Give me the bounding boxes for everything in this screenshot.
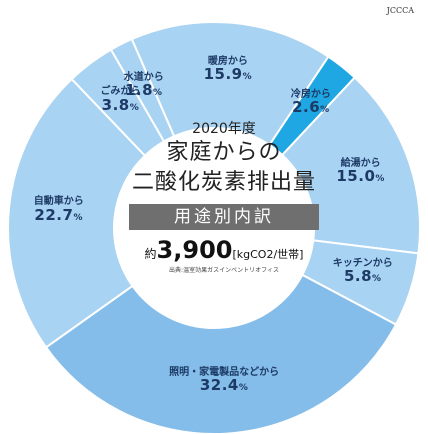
slice-value: 15.0% <box>336 167 385 186</box>
slice-unit: % <box>375 174 385 185</box>
center-text: 2020年度 家庭からの 二酸化炭素排出量 用途別内訳 約3,900[kgCO2… <box>106 118 342 274</box>
total-prefix: 約 <box>144 247 157 261</box>
slice-label-lighting-appliances: 照明・家電製品などから 32.4% <box>169 366 280 395</box>
slice-name: 冷房から <box>290 88 331 100</box>
source-note: 出典:温室効果ガスインベントリオフィス <box>169 267 279 274</box>
slice-value: 15.9% <box>203 65 253 84</box>
slice-unit: % <box>238 383 249 394</box>
slice-name: 照明・家電製品などから <box>169 366 280 378</box>
slice-label-garbage: ごみから 3.8% <box>65 87 175 113</box>
slice-name: 自動車から <box>33 196 84 208</box>
usage-breakdown-band: 用途別内訳 <box>129 204 319 230</box>
total-unit: [kgCO2/世帯] <box>232 248 304 261</box>
slice-water <box>109 37 176 143</box>
slice-car <box>7 77 147 349</box>
slice-name: キッチンから <box>332 257 393 269</box>
slice-label-water: 水道から 1.8% <box>89 71 199 100</box>
title-line-1: 家庭からの <box>166 140 282 165</box>
slice-unit: % <box>153 88 163 99</box>
slice-value: 3.8% <box>101 95 140 114</box>
slice-name: 給湯から <box>340 157 381 169</box>
logo: JCCCA <box>386 6 414 15</box>
slice-unit: % <box>73 212 83 223</box>
slice-label-car: 自動車から 22.7% <box>4 197 114 223</box>
slice-heating <box>130 21 330 147</box>
slice-value: 1.8% <box>124 81 163 100</box>
total-emission: 約3,900[kgCO2/世帯] <box>106 236 342 264</box>
total-value: 3,900 <box>156 236 233 264</box>
slice-value: 32.4% <box>199 376 249 395</box>
slice-unit: % <box>320 105 330 116</box>
year-label: 2020年度 <box>192 121 256 137</box>
slice-unit: % <box>129 102 140 113</box>
slice-value: 2.6% <box>292 98 330 117</box>
slice-name: 暖房から <box>207 55 248 67</box>
slice-label-hot-water: 給湯から 15.0% <box>306 157 416 186</box>
slice-name: 水道から <box>123 71 164 83</box>
title-line-2: 二酸化炭素排出量 <box>131 170 316 195</box>
slice-unit: % <box>372 274 382 285</box>
slice-label-heating: 暖房から 15.9% <box>173 55 283 84</box>
slice-unit: % <box>242 72 253 83</box>
slice-label-cooling: 冷房から 2.6% <box>256 88 366 117</box>
slice-label-kitchen: キッチンから 5.8% <box>308 257 418 286</box>
slice-value: 5.8% <box>343 267 382 286</box>
slice-lighting-appliances <box>44 273 398 434</box>
slice-name: ごみから <box>100 86 141 98</box>
slice-value: 22.7% <box>34 205 83 224</box>
